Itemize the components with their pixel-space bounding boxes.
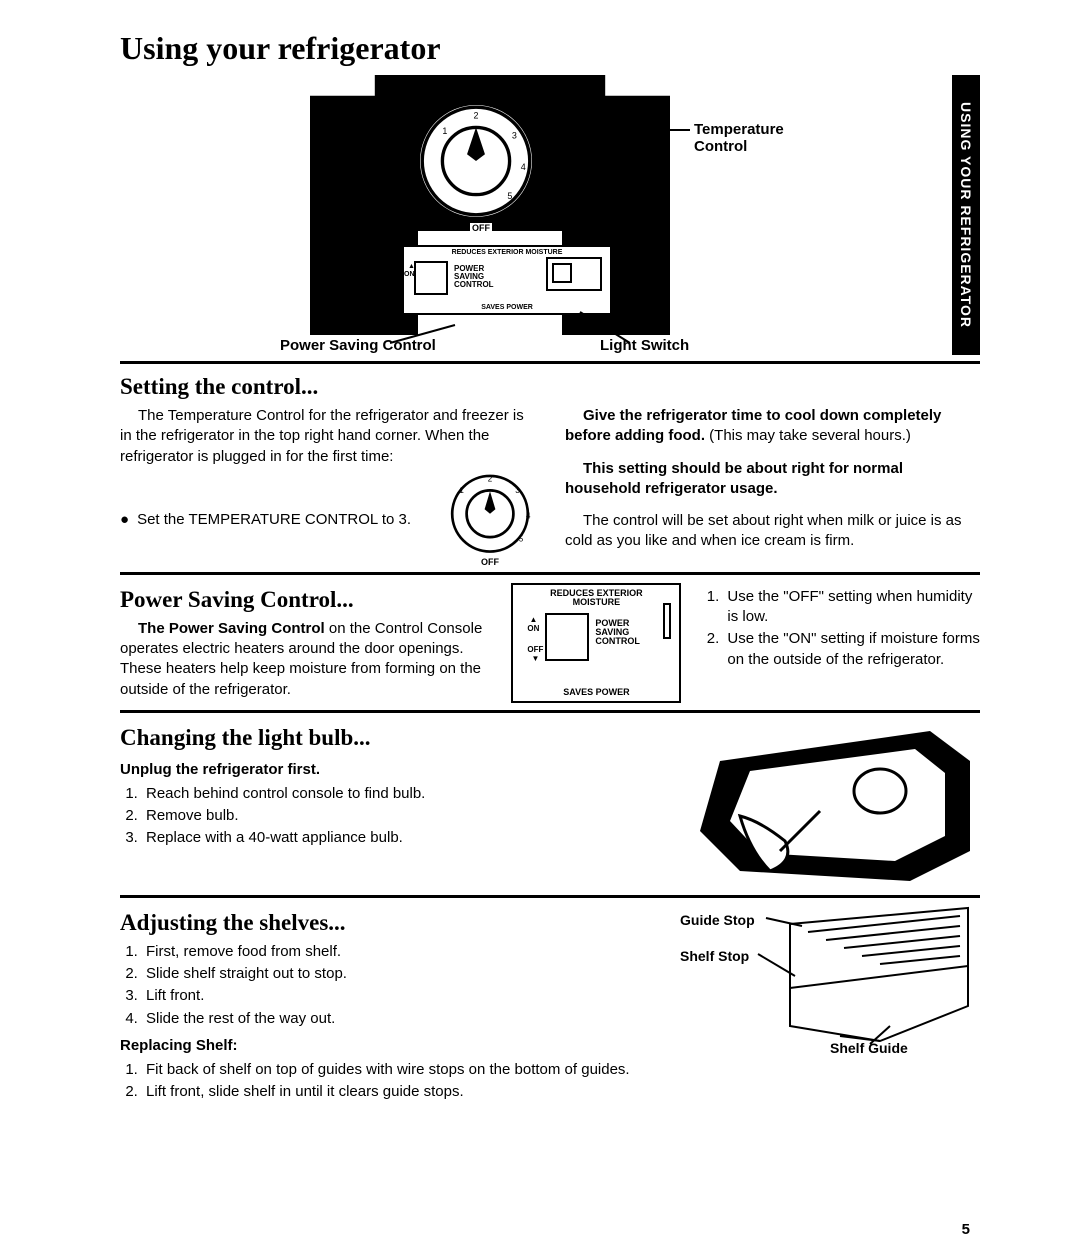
replace-list: Fit back of shelf on top of guides with …	[120, 1060, 650, 1103]
setting-right-1: Give the refrigerator time to cool down …	[565, 406, 980, 447]
bulb-li2: Remove bulb.	[142, 806, 650, 826]
top-diagram: 2 3 4 5 1 OFF REDUCES EXTERIOR MOISTURE …	[290, 75, 810, 355]
replace-li1: Fit back of shelf on top of guides with …	[142, 1060, 650, 1080]
replace-heading: Replacing Shelf:	[120, 1037, 650, 1054]
svg-text:3: 3	[515, 486, 520, 495]
power-li2: Use the "ON" setting if moisture forms o…	[723, 629, 980, 670]
divider	[120, 895, 980, 898]
bulb-list: Reach behind control console to find bul…	[120, 784, 650, 849]
bulb-li3: Replace with a 40-watt appliance bulb.	[142, 828, 650, 848]
svg-text:2: 2	[488, 474, 493, 483]
bullet-icon: ●	[120, 510, 129, 530]
shelves-li2: Slide shelf straight out to stop.	[142, 964, 650, 984]
power-li1: Use the "OFF" setting when humidity is l…	[723, 587, 980, 628]
mini-dial-icon: 2 3 4 5 1 OFF	[445, 473, 535, 568]
power-diagram: REDUCES EXTERIORMOISTURE ▲ON OFF▼ POWERS…	[511, 583, 681, 703]
page-number: 5	[962, 1221, 970, 1238]
shelves-li3: Lift front.	[142, 986, 650, 1006]
divider	[120, 572, 980, 575]
power-saving-label: Power Saving Control	[280, 337, 436, 354]
svg-text:4: 4	[526, 511, 531, 520]
setting-right-3: The control will be set about right when…	[565, 511, 980, 552]
setting-p1: The Temperature Control for the refriger…	[120, 406, 535, 467]
pd-top-text: REDUCES EXTERIORMOISTURE	[513, 589, 679, 607]
shelves-heading: Adjusting the shelves...	[120, 910, 650, 936]
power-heading: Power Saving Control...	[120, 587, 491, 613]
setting-bullet: Set the TEMPERATURE CONTROL to 3.	[137, 510, 411, 530]
light-switch-label: Light Switch	[600, 337, 689, 354]
divider	[120, 710, 980, 713]
pd-mid: POWERSAVINGCONTROL	[595, 619, 640, 646]
pd-on: ▲ON	[527, 615, 539, 633]
bulb-li1: Reach behind control console to find bul…	[142, 784, 650, 804]
shelves-li1: First, remove food from shelf.	[142, 942, 650, 962]
setting-heading: Setting the control...	[120, 374, 980, 400]
pd-bottom: SAVES POWER	[513, 687, 679, 697]
page-title: Using your refrigerator	[120, 30, 980, 67]
bulb-heading: Changing the light bulb...	[120, 725, 650, 751]
temp-control-label: Temperature Control	[694, 121, 810, 155]
pd-off: OFF▼	[527, 645, 543, 663]
bulb-warn: Unplug the refrigerator first.	[120, 761, 650, 778]
bulb-illustration	[680, 721, 980, 891]
svg-text:1: 1	[459, 486, 464, 495]
shelf-illustration: Guide Stop Shelf Stop Shelf Guide	[680, 906, 980, 1056]
svg-text:5: 5	[519, 534, 524, 543]
setting-right-2: This setting should be about right for n…	[565, 459, 980, 500]
power-para: The Power Saving Control on the Control …	[120, 619, 491, 700]
shelves-list: First, remove food from shelf. Slide she…	[120, 942, 650, 1029]
section-tab: USING YOUR REFRIGERATOR	[952, 75, 980, 355]
replace-li2: Lift front, slide shelf in until it clea…	[142, 1082, 650, 1102]
svg-text:OFF: OFF	[481, 557, 499, 567]
shelves-li4: Slide the rest of the way out.	[142, 1009, 650, 1029]
power-list: Use the "OFF" setting when humidity is l…	[701, 587, 980, 670]
divider	[120, 361, 980, 364]
